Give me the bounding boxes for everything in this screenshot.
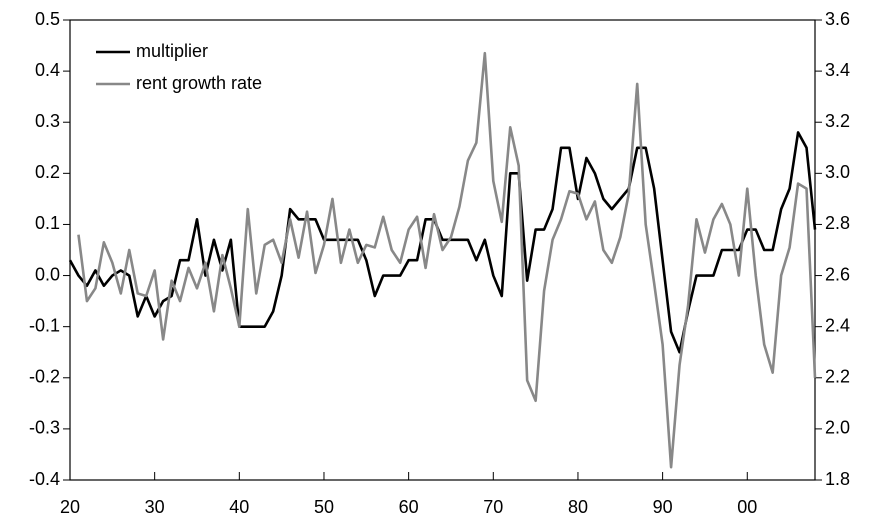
y2-tick-label: 2.6: [825, 264, 850, 284]
y2-tick-label: 3.2: [825, 111, 850, 131]
y2-tick-label: 3.6: [825, 9, 850, 29]
y-tick-label: 0.2: [35, 162, 60, 182]
x-tick-label: 50: [314, 497, 334, 517]
x-tick-label: 70: [483, 497, 503, 517]
y-tick-label: 0.3: [35, 111, 60, 131]
plot-frame: [69, 19, 816, 481]
y-tick-label: -0.1: [29, 315, 60, 335]
y-tick-label: 0.4: [35, 60, 60, 80]
y2-tick-label: 3.0: [825, 162, 850, 182]
y2-tick-label: 2.8: [825, 213, 850, 233]
legend-label: rent growth rate: [136, 73, 262, 93]
y-tick-label: 0.0: [35, 264, 60, 284]
y2-tick-label: 2.4: [825, 315, 850, 335]
x-tick-label: 60: [399, 497, 419, 517]
data-line: [77, 51, 817, 469]
y-tick-label: 0.5: [35, 9, 60, 29]
x-tick-label: 30: [145, 497, 165, 517]
x-tick-label: 90: [653, 497, 673, 517]
x-tick-label: 80: [568, 497, 588, 517]
x-tick-label: 40: [229, 497, 249, 517]
y2-tick-label: 2.2: [825, 367, 850, 387]
y-tick-label: 0.1: [35, 213, 60, 233]
x-tick-label: 00: [737, 497, 757, 517]
y-tick-label: -0.4: [29, 469, 60, 489]
y-tick-label: -0.2: [29, 367, 60, 387]
y2-tick-label: 1.8: [825, 469, 850, 489]
data-line: [68, 131, 817, 354]
legend-label: multiplier: [136, 41, 208, 61]
x-tick-label: 20: [60, 497, 80, 517]
y2-tick-label: 3.4: [825, 60, 850, 80]
y-tick-label: -0.3: [29, 418, 60, 438]
y2-tick-label: 2.0: [825, 418, 850, 438]
